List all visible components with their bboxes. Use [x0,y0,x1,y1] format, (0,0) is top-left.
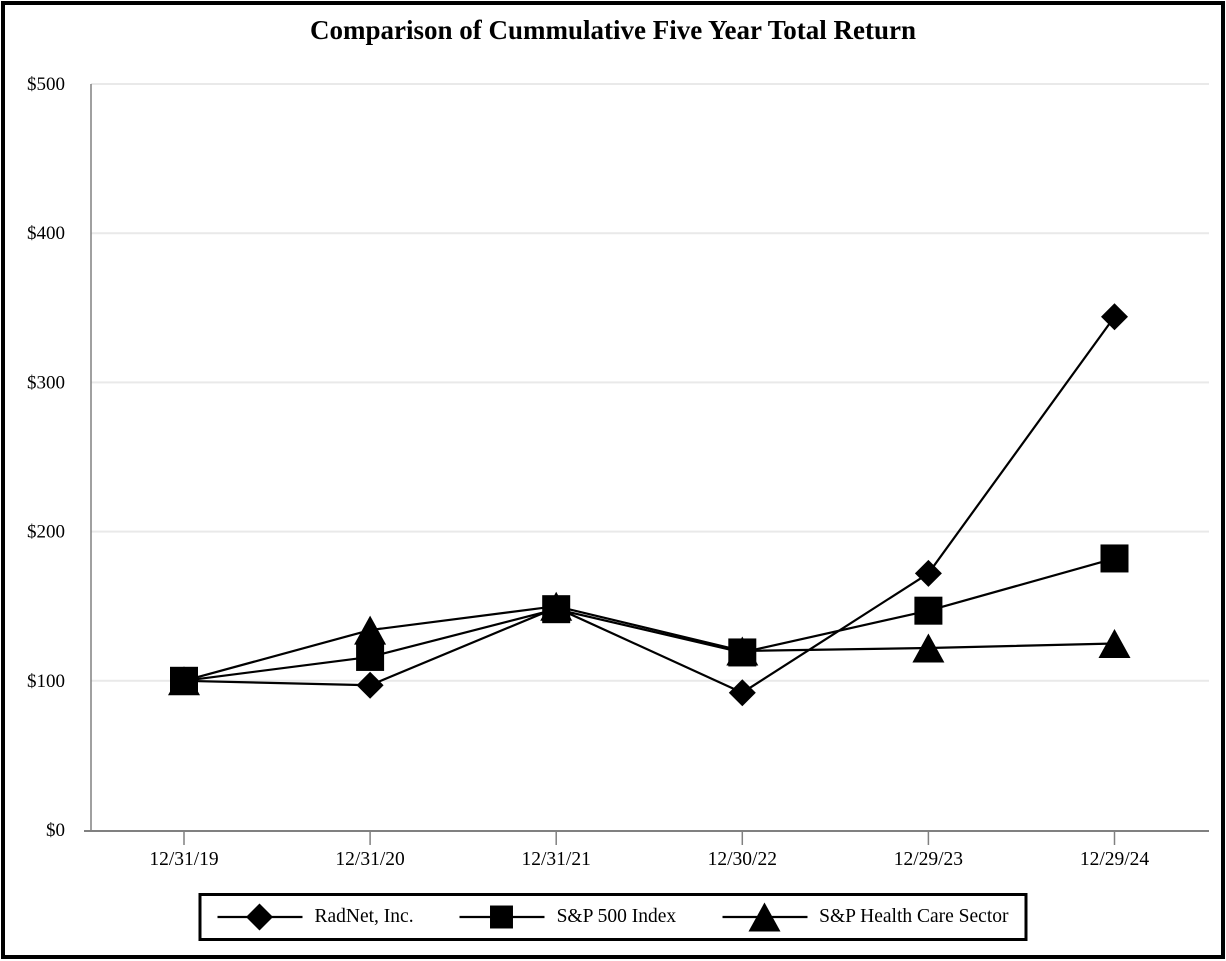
legend-square-icon [459,905,545,929]
line-chart-plot-area: $0 $100 $200 $300 $400 $500 12/31/19 12/31/20 12… [27,74,1209,870]
legend-label-radnet-inc: RadNet, Inc. [314,906,414,927]
marker-square-icon-s-p-500-index [542,595,571,624]
x-axis-tick-label: 12/31/21 [522,849,591,870]
y-axis-tick-label: $400 [27,223,65,244]
legend-item-s-p-health-care-sector: S&P Health Care Sector [722,901,1009,933]
marker-triangle-icon-s-p-health-care-sector [354,615,387,645]
series-line-radnet-inc [183,316,1116,694]
y-axis-tick-label: $0 [46,820,65,841]
legend-label-s-p-500-index: S&P 500 Index [556,906,677,927]
marker-square-icon-s-p-500-index [728,638,757,667]
y-axis-tick-label: $100 [27,671,65,692]
y-axis-tick-label: $200 [27,522,65,543]
series-line-s-p-health-care-sector [183,605,1115,682]
legend-diamond-icon [217,903,303,931]
marker-triangle-icon-s-p-health-care-sector [1098,629,1131,658]
x-axis-tick-label: 12/31/20 [335,849,404,870]
chart-title: Comparison of Cummulative Five Year Tota… [310,15,916,45]
legend-item-s-p-500-index: S&P 500 Index [459,901,677,933]
marker-square-icon-s-p-500-index [490,905,514,929]
marker-triangle-icon-s-p-health-care-sector [748,902,781,932]
legend-label-s-p-health-care-sector: S&P Health Care Sector [819,906,1009,927]
marker-diamond-icon-radnet-inc [1101,303,1128,331]
marker-diamond-icon-radnet-inc [356,671,384,699]
x-axis-tick-label: 12/29/23 [894,849,963,870]
legend-triangle-icon [722,902,808,932]
x-axis-tick-label: 12/29/24 [1080,849,1150,870]
y-axis-tick-label: $300 [27,372,65,393]
marker-square-icon-s-p-500-index [170,666,198,695]
marker-diamond-icon-radnet-inc [914,559,942,587]
legend-item-radnet-inc: RadNet, Inc. [217,901,414,933]
series-line-s-p-500-index [183,557,1115,682]
marker-square-icon-s-p-500-index [1100,544,1129,573]
x-axis-tick-label: 12/30/22 [708,849,777,870]
marker-triangle-icon-s-p-health-care-sector [912,633,945,663]
chart-legend: RadNet, Inc. S&P 500 Index S&P Health Care… [198,893,1028,941]
y-axis-tick-label: $500 [27,74,65,95]
x-axis-tick-label: 12/31/19 [149,849,218,870]
marker-diamond-icon-radnet-inc [245,903,273,931]
marker-square-icon-s-p-500-index [914,596,943,625]
marker-diamond-icon-radnet-inc [728,679,756,707]
marker-square-icon-s-p-500-index [356,642,385,671]
